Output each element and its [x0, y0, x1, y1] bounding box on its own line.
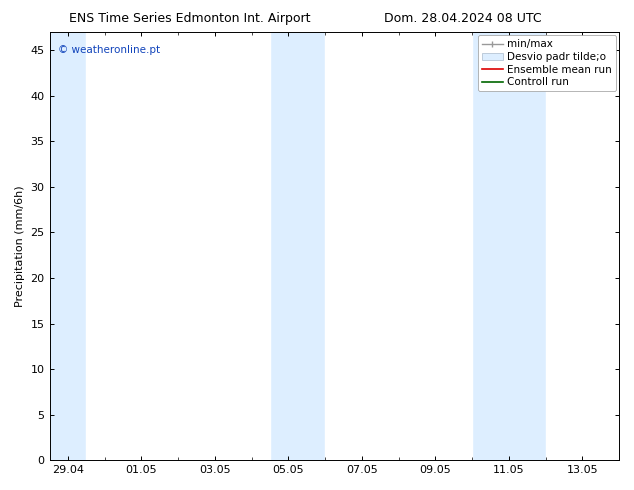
- Y-axis label: Precipitation (mm/6h): Precipitation (mm/6h): [15, 185, 25, 307]
- Text: Dom. 28.04.2024 08 UTC: Dom. 28.04.2024 08 UTC: [384, 12, 541, 25]
- Text: © weatheronline.pt: © weatheronline.pt: [58, 45, 160, 55]
- Bar: [545, 32, 634, 460]
- Bar: [86, 32, 270, 460]
- Legend: min/max, Desvio padr tilde;o, Ensemble mean run, Controll run: min/max, Desvio padr tilde;o, Ensemble m…: [478, 35, 616, 92]
- Bar: [325, 32, 472, 460]
- Text: ENS Time Series Edmonton Int. Airport: ENS Time Series Edmonton Int. Airport: [70, 12, 311, 25]
